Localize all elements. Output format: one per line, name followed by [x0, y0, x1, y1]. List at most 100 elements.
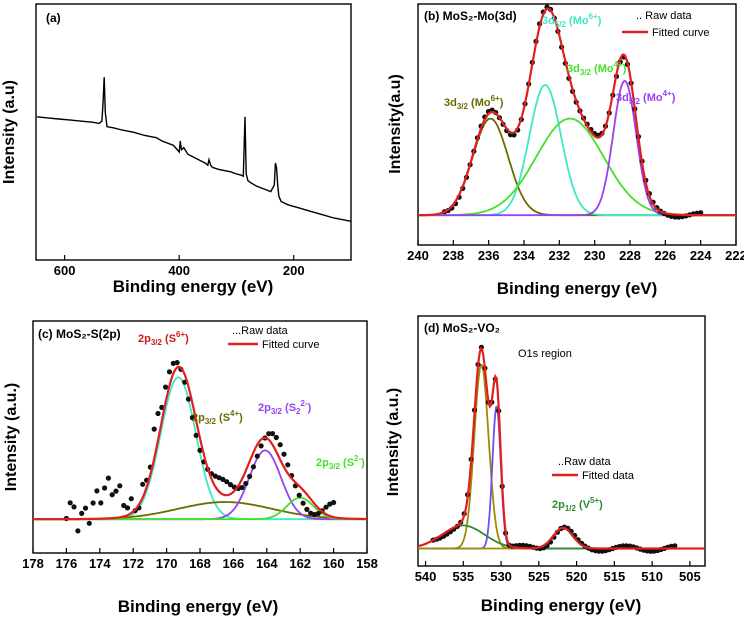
panel-b-x-tick-label: 224	[690, 248, 712, 263]
panel-b-y-axis-label: Intensity(a.u)	[387, 74, 404, 174]
panel-c-x-tick-label: 162	[289, 556, 311, 571]
panel-b-x-tick-label: 238	[442, 248, 464, 263]
panel-c-raw-point	[300, 500, 306, 506]
panel-d-x-tick-label: 505	[679, 569, 701, 584]
panel-b-component-1	[418, 117, 736, 217]
panel-b-raw-point	[698, 210, 704, 216]
panel-c-raw-point	[105, 475, 111, 481]
panel-a-x-axis-label: Binding energy (eV)	[113, 277, 274, 296]
panel-b-x-tick-label: 234	[513, 248, 535, 263]
panel-d-x-axis-label: Binding energy (eV)	[481, 596, 642, 615]
panel-a-x-tick-label: 600	[54, 263, 76, 278]
panel-c-raw-point	[98, 500, 104, 506]
panel-b-x-tick-label: 230	[584, 248, 606, 263]
panel-c-raw-point	[121, 502, 127, 509]
panel-d-ann-v5: 2p1/2 (V5+)	[552, 496, 603, 513]
panel-d: (d) MoS₂-VO₂ 540 535 530 525 520 515 510 505 O1…	[385, 315, 706, 615]
panel-a: (a) 600 400 200 Binding energy (eV) Intens…	[1, 3, 352, 296]
panel-d-curves	[417, 344, 705, 554]
panel-d-fitted-curve	[417, 346, 705, 550]
panel-a-label: (a)	[46, 11, 61, 25]
panel-c-raw-point	[151, 426, 157, 432]
panel-c-x-tick-label: 178	[22, 556, 44, 571]
panel-c-raw-point	[94, 488, 100, 494]
panel-d-label: (d) MoS₂-VO₂	[424, 321, 500, 335]
panel-a-x-ticks: 600 400 200	[54, 255, 305, 278]
panel-c-raw-point	[285, 462, 291, 468]
panel-c-raw-point	[185, 396, 192, 402]
panel-d-legend: ..Raw data Fitted data	[552, 456, 635, 482]
panel-c-raw-point	[197, 447, 203, 453]
panel-b-frame	[417, 3, 737, 246]
panel-c-raw-point	[331, 499, 337, 506]
panel-c-raw-point	[117, 483, 123, 489]
panel-b-label-text: (b) MoS₂-Mo(3d)	[424, 9, 517, 23]
panel-c-raw-point	[102, 485, 108, 491]
panel-c-raw-point	[220, 476, 226, 482]
panel-c-raw-point	[315, 510, 321, 517]
panel-c-raw-point	[159, 404, 165, 410]
panel-b-label: (b) MoS₂-Mo(3d)	[424, 9, 517, 23]
panel-b-fitted-curve	[418, 7, 736, 217]
panel-c-x-ticks: 178 176 174 172 170 168 166 164 162 160 158	[22, 548, 378, 571]
panel-d-legend-raw: ..Raw data	[558, 456, 611, 468]
panel-c-raw-point	[86, 520, 92, 526]
panel-c-raw-point	[140, 481, 146, 487]
panel-c-x-tick-label: 176	[56, 556, 78, 571]
panel-c-x-tick-label: 172	[122, 556, 144, 571]
panel-d-x-tick-label: 525	[528, 569, 550, 584]
panel-c-legend-raw: ...Raw data	[232, 325, 289, 337]
panel-b-ann-mo4-3d32: 3d3/2 (Mo4+)	[567, 60, 627, 77]
panel-c-raw-point	[227, 482, 234, 488]
panel-a-x-tick-label: 200	[283, 263, 305, 278]
panel-b-legend: .. Raw data Fitted curve	[622, 10, 709, 39]
panel-b-x-ticks: 240 238 236 234 232 230 228 226 224 222	[407, 240, 744, 263]
panel-c-ann-s22: 2p3/2 (S22-)	[258, 399, 312, 416]
panel-c-raw-point	[269, 431, 276, 437]
panel-c-raw-point	[109, 492, 115, 498]
panel-d-x-tick-label: 535	[452, 569, 474, 584]
panel-c: (c) MoS₂-S(2p) 178 176 174 172 170 168 166 164 1…	[3, 320, 378, 616]
panel-c-raw-point	[224, 479, 230, 485]
panel-c-raw-point	[243, 480, 249, 487]
panel-c-x-tick-label: 166	[223, 556, 245, 571]
panel-c-ann-s6: 2p3/2 (S6+)	[138, 330, 189, 347]
panel-d-raw-point	[672, 543, 678, 549]
panel-c-raw-point	[247, 473, 253, 479]
panel-c-x-axis-label: Binding energy (eV)	[118, 597, 279, 616]
panel-c-raw-point	[128, 496, 134, 502]
panel-c-raw-point	[155, 410, 161, 417]
panel-c-curves	[33, 360, 367, 534]
panel-d-x-tick-label: 510	[641, 569, 663, 584]
panel-c-raw-point	[304, 506, 310, 512]
panel-c-x-tick-label: 158	[356, 556, 378, 571]
panel-c-raw-point	[79, 510, 85, 516]
panel-c-label: (c) MoS₂-S(2p)	[38, 327, 121, 341]
panel-b-legend-fit: Fitted curve	[652, 27, 709, 39]
panel-b-x-tick-label: 232	[548, 248, 570, 263]
panel-b-component-3	[418, 117, 736, 217]
panel-c-raw-point	[71, 504, 77, 510]
panel-c-raw-point	[163, 384, 169, 390]
panel-c-legend-fit: Fitted curve	[262, 339, 319, 351]
panel-c-raw-point	[273, 434, 279, 441]
panel-b-x-tick-label: 236	[478, 248, 500, 263]
panel-c-raw-point	[75, 528, 81, 534]
panel-d-legend-fit: Fitted data	[582, 470, 635, 482]
panel-d-frame	[417, 315, 706, 567]
panel-b-ann-mo6-3d32: 3d3/2 (Mo6+)	[444, 94, 504, 111]
panel-b-ann-mo6-3d52: 3d5/2 (Mo6+)	[542, 12, 602, 29]
panel-d-x-ticks: 540 535 530 525 520 515 510 505	[415, 561, 701, 584]
panel-c-raw-point	[277, 442, 283, 448]
panel-c-raw-point	[82, 505, 89, 511]
panel-c-x-tick-label: 174	[89, 556, 111, 571]
panel-c-legend: ...Raw data Fitted curve	[228, 325, 319, 351]
panel-c-raw-point	[67, 500, 73, 506]
panel-c-ann-s4: 2p3/2 (S4+)	[192, 409, 243, 426]
panel-c-y-axis-label: Intensity (a.u.)	[3, 383, 20, 491]
panel-c-ann-s2: 2p3/2 (S2-)	[316, 454, 365, 471]
panel-b-x-tick-label: 226	[654, 248, 676, 263]
panel-b-ann-mo4-3d52: 3d5/2 (Mo4+)	[616, 89, 676, 106]
panel-c-raw-point	[250, 464, 256, 470]
panel-b-x-tick-label: 240	[407, 248, 429, 263]
